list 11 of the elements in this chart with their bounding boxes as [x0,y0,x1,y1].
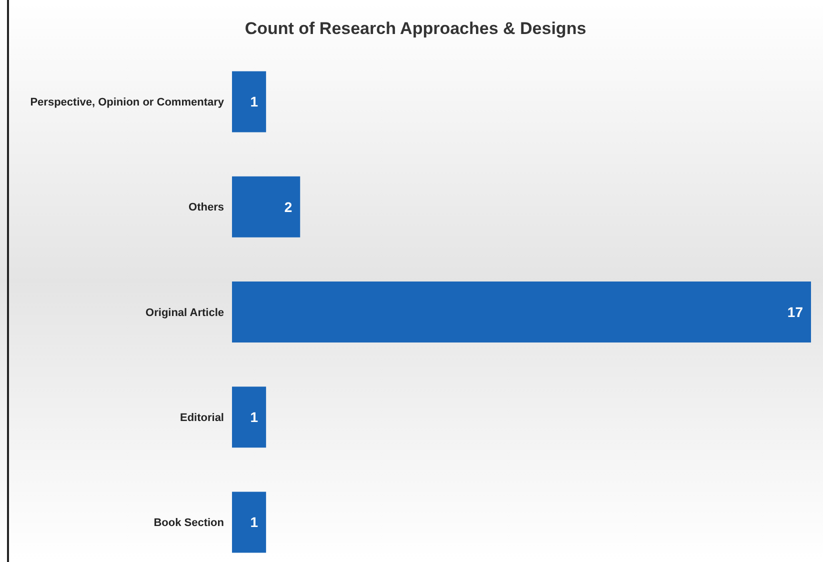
y-tick-label: Others [188,202,224,214]
y-tick-label: Editorial [180,412,224,424]
data-label: 1 [250,94,258,110]
y-tick-label: Perspective, Opinion or Commentary [30,96,225,109]
y-tick-label: Original Article [146,306,224,319]
data-label: 1 [250,409,258,426]
data-label: 2 [284,198,292,215]
chart-title: Count of Research Approaches & Designs [244,19,586,38]
y-tick-label: Book Section [154,517,224,530]
data-label: 1 [250,514,258,530]
data-label: 17 [787,304,804,320]
